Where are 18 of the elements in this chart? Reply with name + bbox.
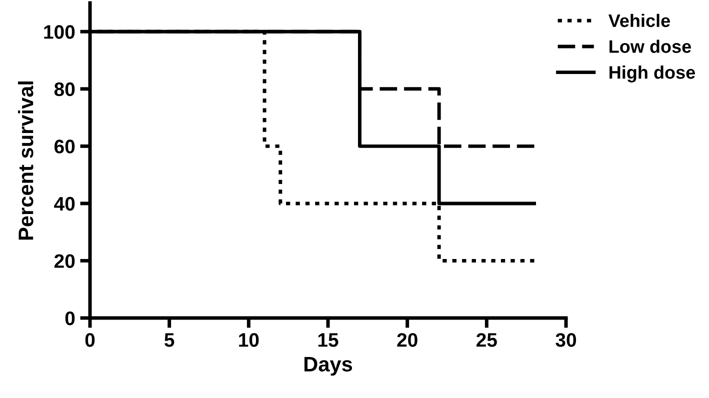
legend-label: Low dose (610, 40, 691, 53)
x-tick-label: 20 (397, 333, 418, 347)
y-tick-label: 60 (54, 140, 75, 154)
legend-label: High dose (610, 66, 696, 82)
x-tick-label: 5 (164, 333, 174, 347)
y-tick-label: 20 (54, 254, 75, 268)
legend-label: Vehicle (608, 14, 670, 28)
x-tick-label: 15 (318, 333, 338, 347)
y-tick-label: 40 (54, 196, 75, 211)
x-tick-label: 0 (85, 333, 95, 347)
x-axis-title: Days (304, 357, 352, 376)
x-tick-label: 30 (556, 333, 576, 347)
y-tick-label: 0 (65, 311, 75, 326)
x-tick-label: 25 (476, 333, 497, 347)
y-tick-label: 80 (54, 82, 75, 96)
y-tick-label: 100 (44, 25, 75, 39)
y-axis-title: Percent survival (18, 81, 34, 240)
x-tick-label: 10 (239, 333, 259, 347)
